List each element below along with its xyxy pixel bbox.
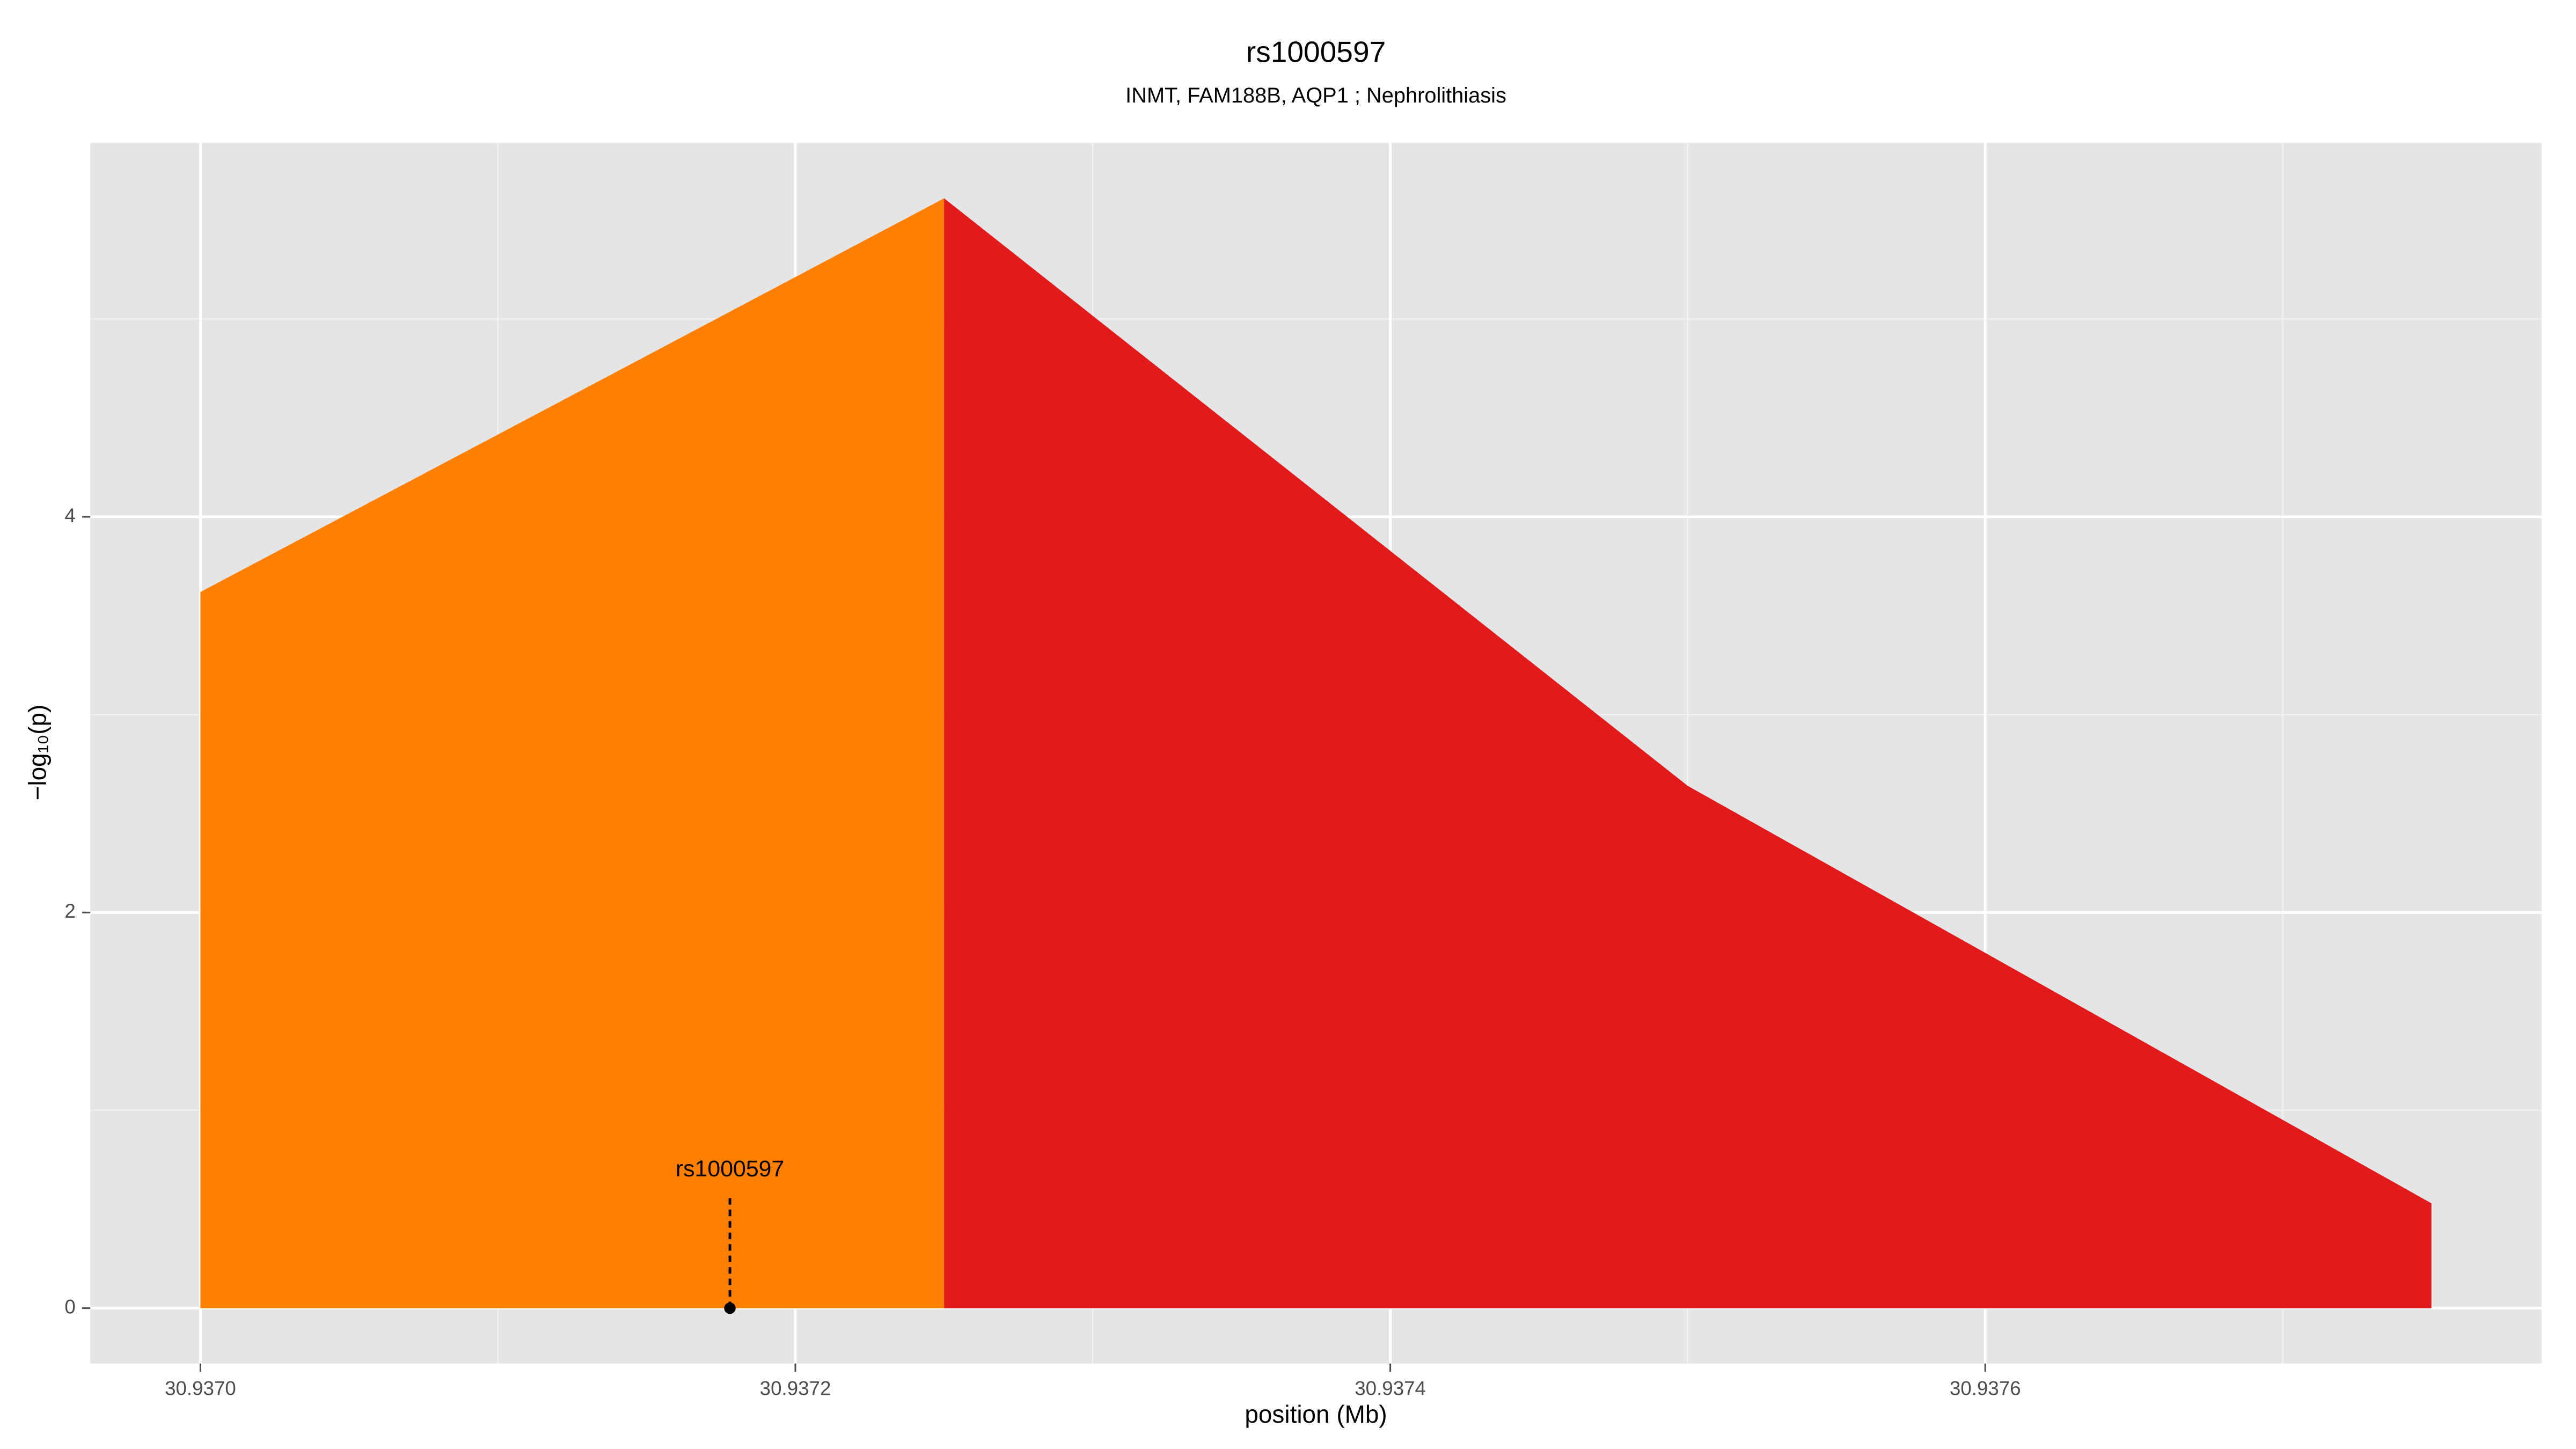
x-axis-label: position (Mb)	[1245, 1400, 1387, 1428]
x-tick-label: 30.9376	[1950, 1377, 2021, 1399]
x-tick-label: 30.9372	[760, 1377, 831, 1399]
chart-title: rs1000597	[1246, 35, 1386, 69]
x-tick-label: 30.9370	[165, 1377, 236, 1399]
area	[944, 198, 2432, 1308]
y-tick-label: 4	[64, 504, 75, 526]
y-tick-label: 2	[64, 900, 75, 922]
chart-subtitle: INMT, FAM188B, AQP1 ; Nephrolithiasis	[1125, 84, 1506, 107]
annotation-label: rs1000597	[676, 1156, 784, 1182]
axes: 30.9370 30.9372 30.9374 30.9376 0 2 4	[64, 504, 2021, 1400]
annotation-point	[724, 1302, 736, 1314]
y-tick-label: 0	[64, 1296, 75, 1318]
marks: rs1000597	[200, 198, 2432, 1314]
y-axis-label: −log₁₀(p)	[24, 705, 52, 801]
x-tick-label: 30.9374	[1355, 1377, 1426, 1399]
area	[200, 198, 945, 1308]
